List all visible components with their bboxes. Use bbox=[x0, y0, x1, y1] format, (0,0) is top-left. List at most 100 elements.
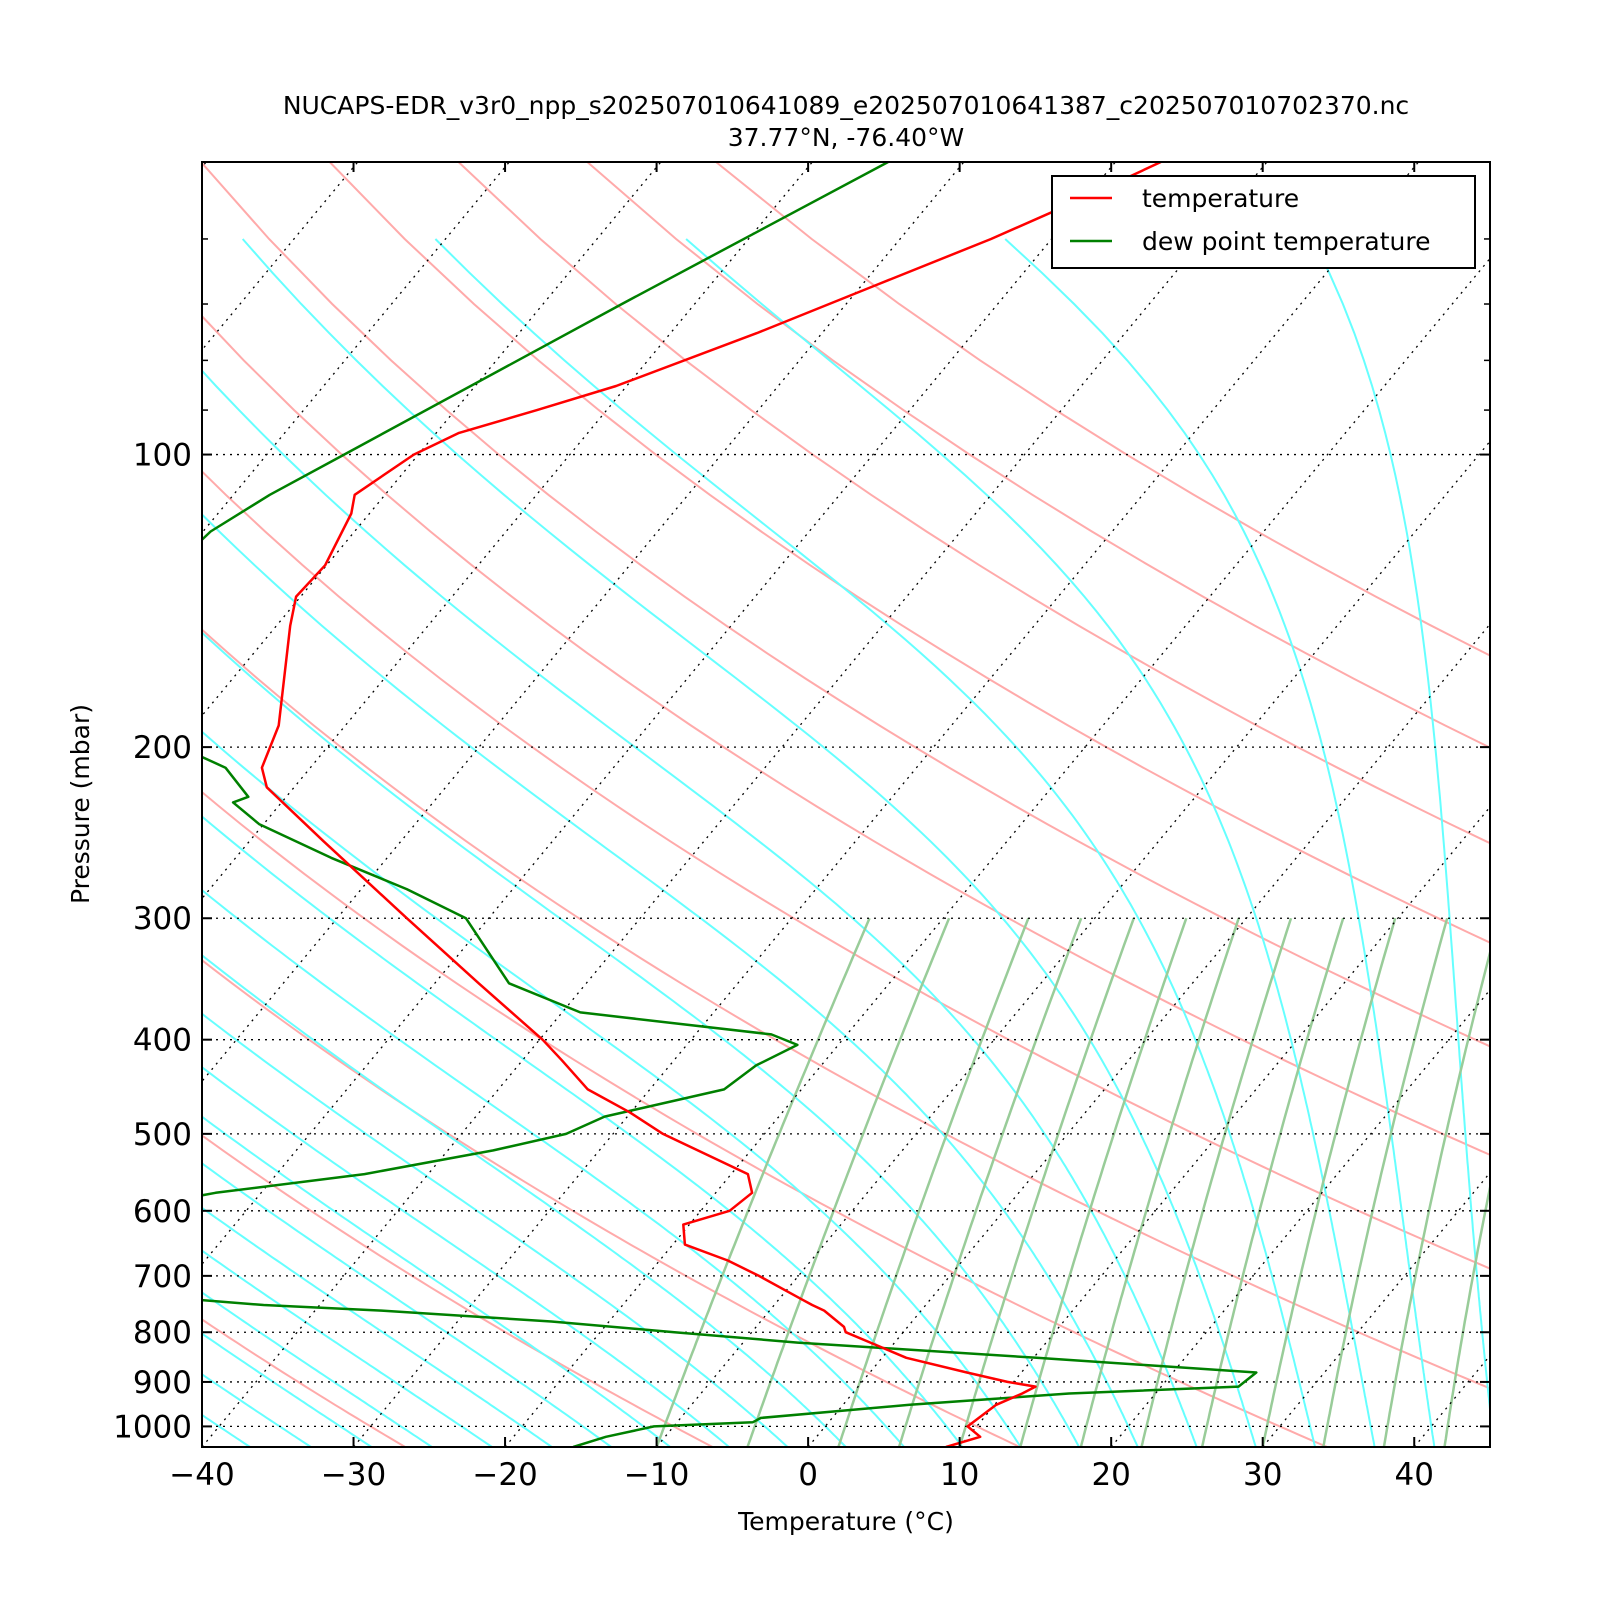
y-tick-label: 700 bbox=[133, 1259, 192, 1295]
dry-adiabat-line bbox=[202, 959, 1021, 1447]
legend-label-temperature: temperature bbox=[1142, 184, 1299, 213]
moist-adiabat-line bbox=[202, 1206, 553, 1447]
x-tick-label: −30 bbox=[321, 1457, 386, 1493]
moist-adiabat-line bbox=[202, 954, 847, 1447]
legend-box bbox=[1051, 175, 1476, 269]
x-axis: −40 −30 −20 −10 0 10 20 30 40 bbox=[169, 162, 1434, 1493]
isotherm-line bbox=[0, 162, 55, 1447]
title-text: NUCAPS-EDR_v3r0_npp_s202507010641089_e20… bbox=[283, 91, 1409, 120]
plot-area bbox=[0, 162, 1600, 1447]
plot-frame bbox=[201, 161, 1491, 1448]
moist-adiabat-line bbox=[202, 369, 1198, 1447]
moist-adiabat-line bbox=[1004, 238, 1436, 1447]
mixing-ratio-line bbox=[1019, 917, 1188, 1447]
y-tick-label: 800 bbox=[133, 1315, 192, 1351]
x-tick-label: −20 bbox=[472, 1457, 537, 1493]
profile-series bbox=[202, 162, 1258, 1447]
moist-adiabat-line bbox=[202, 888, 905, 1447]
mixing-ratio-line bbox=[1566, 918, 1600, 1447]
x-tick-label: −10 bbox=[624, 1457, 689, 1493]
mixing-ratio-line bbox=[1200, 917, 1345, 1447]
y-axis-label: Pressure (mbar) bbox=[66, 704, 95, 904]
dry-adiabat-line bbox=[202, 790, 1328, 1447]
moist-adiabat-line bbox=[202, 1332, 373, 1447]
x-tick-label: 30 bbox=[1243, 1457, 1282, 1493]
isotherm-line bbox=[202, 162, 207, 169]
mixing-ratio-line bbox=[746, 917, 951, 1447]
moist-adiabat-line bbox=[202, 1291, 433, 1447]
dry-adiabat-line bbox=[328, 162, 1490, 944]
moist-adiabat-line bbox=[202, 1249, 493, 1447]
y-tick-label: 1000 bbox=[113, 1409, 192, 1445]
y-tick-label: 100 bbox=[133, 438, 192, 474]
x-axis-label: Temperature (°C) bbox=[737, 1507, 954, 1536]
mixing-ratio-line bbox=[1322, 917, 1449, 1447]
mixing-ratio-line bbox=[1140, 917, 1293, 1447]
dewpoint-line bbox=[202, 162, 1258, 1447]
dry-adiabat-line bbox=[202, 1318, 406, 1447]
chart-title: NUCAPS-EDR_v3r0_npp_s202507010641089_e20… bbox=[283, 91, 1409, 152]
x-tick-label: −40 bbox=[169, 1457, 234, 1493]
isotherm-line bbox=[202, 162, 1268, 1447]
temperature-line bbox=[260, 162, 1162, 1447]
x-tick-label: 20 bbox=[1091, 1457, 1130, 1493]
moist-adiabat-line bbox=[1311, 238, 1490, 1418]
isotherm-line bbox=[1110, 988, 1490, 1447]
y-tick-label: 200 bbox=[133, 730, 192, 766]
moist-adiabat-line bbox=[202, 815, 964, 1447]
moist-adiabat-line bbox=[202, 513, 1139, 1447]
isotherm-line bbox=[202, 162, 1116, 1266]
isotherm-line bbox=[353, 162, 1419, 1447]
moist-adiabat-line bbox=[434, 238, 1317, 1447]
isotherm-line bbox=[504, 257, 1490, 1447]
mixing-ratio-line bbox=[655, 917, 871, 1447]
moist-adiabat-line bbox=[202, 1115, 671, 1447]
mixing-ratio-line bbox=[837, 917, 1030, 1447]
isotherm-line bbox=[807, 623, 1490, 1447]
x-tick-label: 0 bbox=[798, 1457, 818, 1493]
moist-adiabat-line bbox=[241, 238, 1257, 1447]
isotherm-line bbox=[202, 162, 359, 351]
moist-adiabat-line bbox=[202, 1012, 789, 1447]
moist-adiabat-line bbox=[202, 1066, 730, 1447]
dry-adiabat-line bbox=[202, 162, 1490, 1048]
isotherm-grid bbox=[0, 162, 1490, 1447]
mixing-ratio-lines bbox=[655, 917, 1600, 1447]
mixing-ratio-line bbox=[1261, 917, 1397, 1447]
moist-adiabat-line bbox=[1517, 239, 1555, 1447]
isotherm-line bbox=[1262, 1171, 1490, 1447]
mixing-ratio-line bbox=[1443, 1181, 1490, 1447]
dry-adiabat-line bbox=[715, 162, 1490, 657]
moist-adiabat-line bbox=[202, 730, 1022, 1447]
isotherm-line bbox=[1413, 1354, 1490, 1447]
dry-adiabat-line bbox=[586, 162, 1490, 749]
mixing-ratio-line bbox=[897, 917, 1083, 1447]
moist-adiabat-line bbox=[202, 631, 1080, 1447]
dry-adiabats bbox=[202, 162, 1490, 1447]
moist-adiabat-line bbox=[202, 1162, 612, 1447]
mixing-ratio-line bbox=[1382, 947, 1490, 1447]
subtitle-text: 37.77°N, -76.40°W bbox=[728, 123, 964, 152]
legend: temperature dew point temperature bbox=[1051, 175, 1476, 269]
isotherm-line bbox=[959, 806, 1490, 1447]
x-tick-label: 10 bbox=[940, 1457, 979, 1493]
y-tick-label: 500 bbox=[133, 1117, 192, 1153]
moist-adiabat-line bbox=[202, 1413, 251, 1447]
moist-adiabat-line bbox=[685, 238, 1376, 1447]
dry-adiabat-line bbox=[202, 1134, 714, 1447]
isotherm-line bbox=[202, 162, 965, 1083]
mixing-ratio-line bbox=[1505, 918, 1600, 1447]
y-tick-label: 300 bbox=[133, 901, 192, 937]
y-tick-label: 400 bbox=[133, 1023, 192, 1059]
dry-adiabat-line bbox=[457, 162, 1490, 845]
dry-adiabat-line bbox=[202, 628, 1490, 1390]
mixing-ratio-line bbox=[958, 917, 1135, 1447]
dry-adiabat-line bbox=[202, 314, 1490, 1156]
dry-adiabat-line bbox=[202, 470, 1490, 1270]
isotherm-line bbox=[202, 162, 813, 900]
y-tick-label: 600 bbox=[133, 1194, 192, 1230]
moist-adiabats bbox=[202, 238, 1555, 1447]
x-tick-label: 40 bbox=[1395, 1457, 1434, 1493]
legend-label-dewpoint: dew point temperature bbox=[1142, 227, 1431, 256]
